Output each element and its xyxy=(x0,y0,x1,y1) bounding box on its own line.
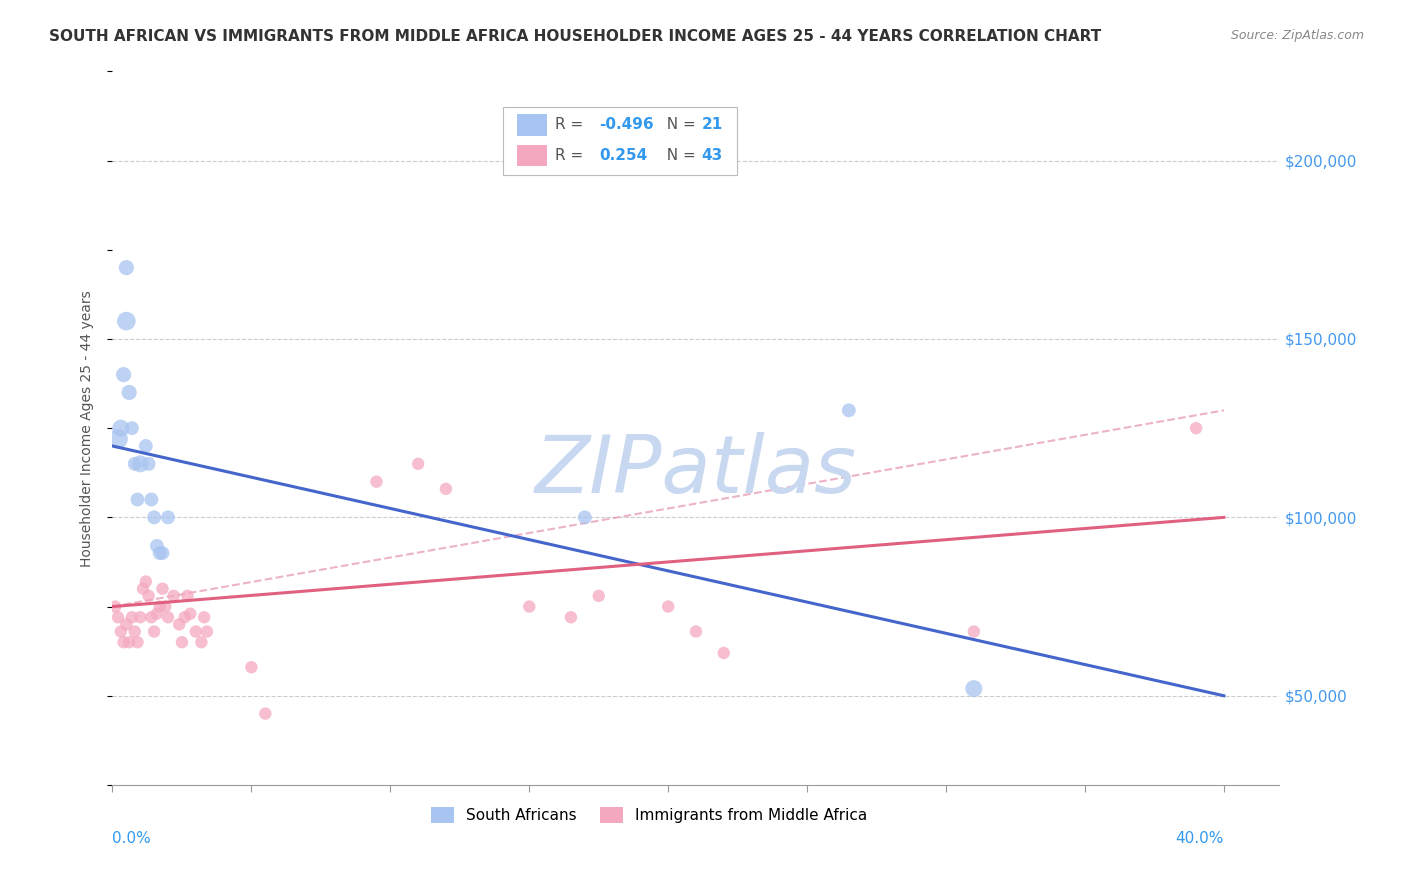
Point xyxy=(110,624,132,639)
Bar xyxy=(517,114,547,136)
Point xyxy=(963,681,986,696)
Point xyxy=(104,599,127,614)
Point xyxy=(574,510,596,524)
Point xyxy=(121,610,143,624)
Text: N =: N = xyxy=(658,118,702,132)
Point xyxy=(176,589,198,603)
Point xyxy=(149,599,172,614)
Point xyxy=(115,617,138,632)
Point xyxy=(170,635,193,649)
Point xyxy=(588,589,610,603)
Point xyxy=(129,457,152,471)
Point xyxy=(838,403,860,417)
Point xyxy=(143,510,166,524)
Text: ZIPatlas: ZIPatlas xyxy=(534,432,858,510)
Point xyxy=(240,660,263,674)
Point xyxy=(434,482,457,496)
Text: R =: R = xyxy=(555,148,588,163)
Point xyxy=(141,492,163,507)
Bar xyxy=(503,107,737,175)
Point xyxy=(121,421,143,435)
Point xyxy=(713,646,735,660)
Text: Source: ZipAtlas.com: Source: ZipAtlas.com xyxy=(1230,29,1364,42)
Point xyxy=(190,635,212,649)
Point xyxy=(184,624,207,639)
Point xyxy=(149,546,172,560)
Point xyxy=(143,624,166,639)
Text: 43: 43 xyxy=(702,148,723,163)
Point xyxy=(685,624,707,639)
Point xyxy=(657,599,679,614)
Point xyxy=(155,599,177,614)
Point xyxy=(118,635,141,649)
Point xyxy=(146,539,169,553)
Point xyxy=(195,624,218,639)
Point xyxy=(107,432,129,446)
Point xyxy=(406,457,429,471)
Point xyxy=(124,457,146,471)
Point xyxy=(110,421,132,435)
Point xyxy=(173,610,195,624)
Point xyxy=(146,607,169,621)
Point xyxy=(112,635,135,649)
Point xyxy=(157,510,180,524)
Point xyxy=(135,439,157,453)
Text: 0.254: 0.254 xyxy=(599,148,647,163)
Point xyxy=(1185,421,1208,435)
Point xyxy=(107,610,129,624)
Text: 21: 21 xyxy=(702,118,723,132)
Point xyxy=(135,574,157,589)
Point xyxy=(157,610,180,624)
Text: R =: R = xyxy=(555,118,588,132)
Point xyxy=(115,314,138,328)
Bar xyxy=(517,145,547,166)
Point xyxy=(366,475,388,489)
Text: N =: N = xyxy=(658,148,702,163)
Point xyxy=(127,635,149,649)
Point xyxy=(560,610,582,624)
Point xyxy=(112,368,135,382)
Point xyxy=(179,607,201,621)
Text: 40.0%: 40.0% xyxy=(1175,831,1223,847)
Point xyxy=(162,589,184,603)
Point xyxy=(167,617,190,632)
Point xyxy=(138,457,160,471)
Point xyxy=(132,582,155,596)
Point xyxy=(517,599,540,614)
Point xyxy=(193,610,215,624)
Point xyxy=(254,706,277,721)
Y-axis label: Householder Income Ages 25 - 44 years: Householder Income Ages 25 - 44 years xyxy=(80,290,94,566)
Point xyxy=(141,610,163,624)
Point xyxy=(152,546,174,560)
Point xyxy=(129,610,152,624)
Point xyxy=(152,582,174,596)
Point xyxy=(115,260,138,275)
Point xyxy=(127,492,149,507)
Text: -0.496: -0.496 xyxy=(599,118,654,132)
Text: 0.0%: 0.0% xyxy=(112,831,152,847)
Point xyxy=(118,385,141,400)
Text: SOUTH AFRICAN VS IMMIGRANTS FROM MIDDLE AFRICA HOUSEHOLDER INCOME AGES 25 - 44 Y: SOUTH AFRICAN VS IMMIGRANTS FROM MIDDLE … xyxy=(49,29,1101,44)
Point xyxy=(963,624,986,639)
Legend: South Africans, Immigrants from Middle Africa: South Africans, Immigrants from Middle A… xyxy=(423,799,875,830)
Point xyxy=(138,589,160,603)
Point xyxy=(124,624,146,639)
